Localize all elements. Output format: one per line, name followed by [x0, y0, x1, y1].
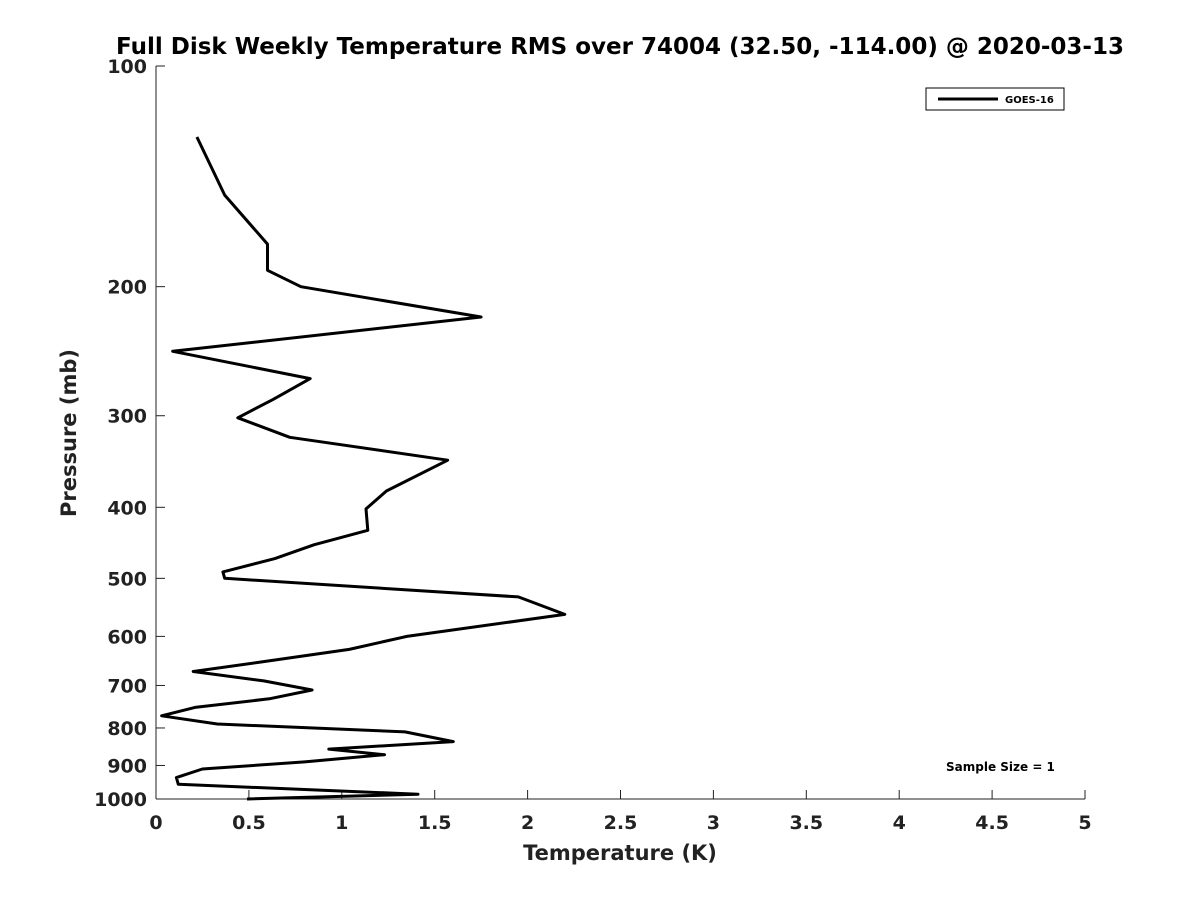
x-tick-label: 1.5: [418, 812, 452, 834]
y-tick-label: 900: [107, 755, 147, 777]
chart-title: Full Disk Weekly Temperature RMS over 74…: [116, 34, 1124, 60]
x-tick-label: 2: [521, 812, 534, 834]
y-tick-label: 1000: [94, 789, 147, 811]
x-tick-label: 0.5: [232, 812, 266, 834]
x-tick-label: 2.5: [604, 812, 638, 834]
legend-label-goes-16: GOES-16: [1005, 95, 1054, 106]
x-tick-label: 3.5: [789, 812, 823, 834]
x-tick-label: 0: [149, 812, 162, 834]
x-tick-label: 5: [1078, 812, 1091, 834]
y-tick-label: 400: [107, 497, 147, 519]
legend: GOES-16: [925, 87, 1065, 111]
x-tick-label: 3: [707, 812, 720, 834]
series-layer: [160, 136, 567, 801]
series-line-goes-16: [160, 136, 567, 801]
y-tick-label: 100: [107, 56, 147, 78]
y-tick-label: 300: [107, 406, 147, 428]
axes: [155, 66, 1085, 800]
x-tick-label: 1: [335, 812, 348, 834]
x-ticks: 0 0.5 1 1.5 2 2.5 3 3.5 4 4.5 5: [149, 790, 1092, 834]
x-tick-label: 4.5: [975, 812, 1009, 834]
y-tick-label: 600: [107, 626, 147, 648]
y-tick-label: 800: [107, 718, 147, 740]
y-axis-label: Pressure (mb): [57, 349, 81, 517]
y-tick-label: 200: [107, 277, 147, 299]
y-ticks: 100 200 300 400 500 600 700 800 900 1000: [94, 56, 165, 811]
y-tick-label: 500: [107, 568, 147, 590]
x-axis-label: Temperature (K): [523, 841, 717, 865]
sample-size-annotation: Sample Size = 1: [946, 760, 1055, 774]
x-tick-label: 4: [893, 812, 906, 834]
y-tick-label: 700: [107, 675, 147, 697]
